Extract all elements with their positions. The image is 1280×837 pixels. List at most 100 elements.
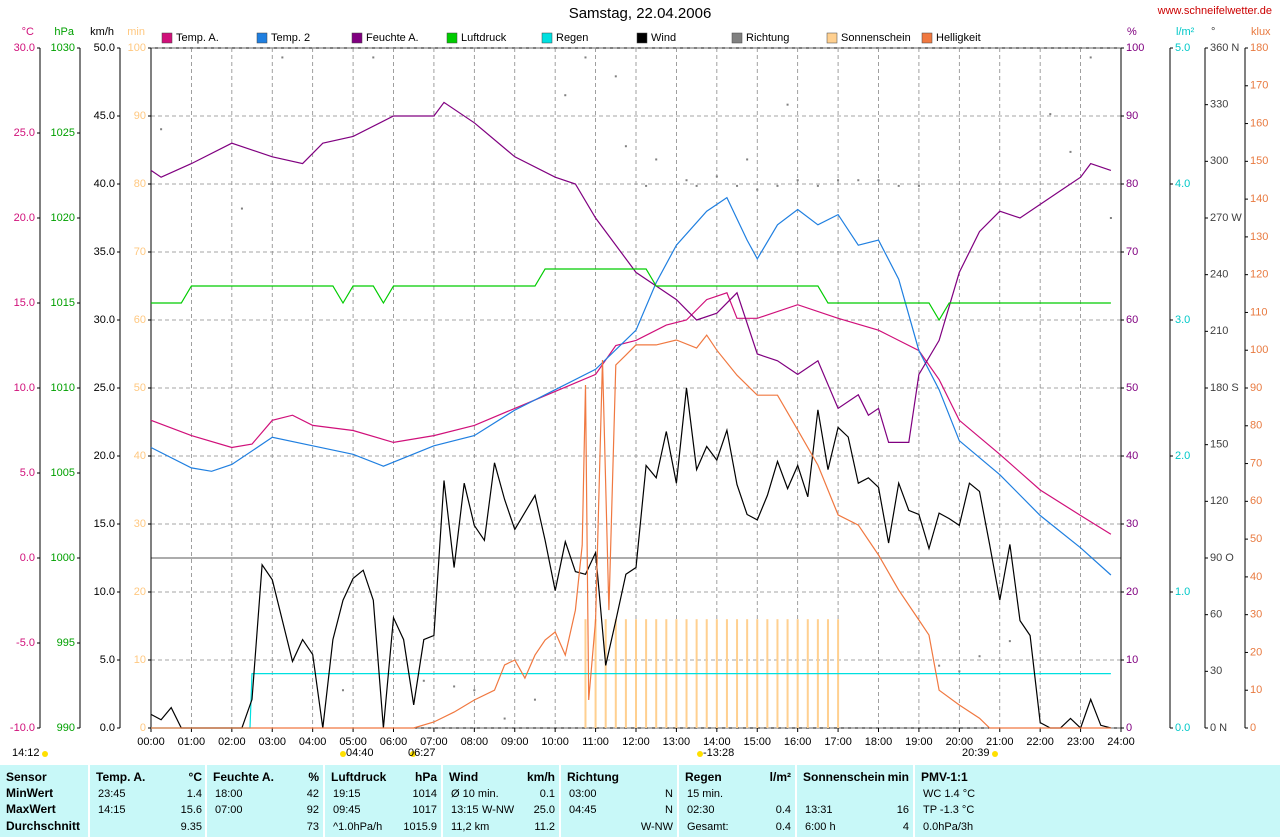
y-tick-label: 15.0: [94, 518, 115, 530]
direction-dot: [695, 184, 698, 187]
table-background: [0, 765, 1280, 837]
table-cell: 11,2 km: [451, 821, 489, 833]
y-tick-label: 50: [134, 382, 146, 394]
direction-dot: [503, 717, 506, 720]
table-header: Wind: [449, 770, 478, 784]
direction-dot: [341, 689, 344, 692]
y-tick-label: 1020: [51, 212, 75, 224]
legend-swatch: [731, 32, 743, 44]
y-tick-label: 10.0: [94, 586, 115, 598]
sun-marker: [697, 751, 703, 757]
axis-unit: l/m²: [1176, 26, 1195, 38]
y-tick-label: 40: [1250, 571, 1262, 583]
legend-label: Temp. 2: [271, 32, 310, 44]
direction-dot: [786, 103, 789, 106]
y-tick-label: 240: [1210, 269, 1228, 281]
y-tick-label: 35.0: [94, 246, 115, 258]
direction-dot: [1049, 113, 1052, 116]
x-tick-label: 09:00: [501, 736, 529, 748]
y-tick-label: 1025: [51, 127, 75, 139]
legend-label: Temp. A.: [176, 32, 219, 44]
y-tick-label: 0.0: [1175, 722, 1190, 734]
x-tick-label: 05:00: [339, 736, 367, 748]
table-cell: 6:00 h: [805, 821, 836, 833]
y-tick-label: 20: [1250, 646, 1262, 658]
direction-dot: [422, 679, 425, 682]
table-unit: km/h: [527, 770, 555, 784]
y-tick-label: 140: [1250, 193, 1268, 205]
y-tick-label: 90: [134, 110, 146, 122]
table-cell: 23:45: [98, 788, 126, 800]
y-tick-label: 170: [1250, 80, 1268, 92]
table-cell: 1014: [413, 788, 437, 800]
table-header: Regen: [685, 770, 722, 784]
legend-label: Helligkeit: [936, 32, 981, 44]
y-tick-label: 20: [1126, 586, 1138, 598]
table-unit: hPa: [415, 770, 437, 784]
table-header: Luftdruck: [331, 770, 387, 784]
axis-unit: klux: [1251, 26, 1271, 38]
legend-label: Feuchte A.: [366, 32, 419, 44]
direction-dot: [897, 184, 900, 187]
legend-swatch: [921, 32, 933, 44]
table-cell: 04:45: [569, 804, 597, 816]
table-cell: N: [665, 788, 673, 800]
direction-dot: [938, 664, 941, 667]
table-cell: 1015.9: [403, 821, 437, 833]
y-tick-label: -10.0: [10, 722, 35, 734]
x-tick-label: 13:00: [663, 736, 691, 748]
y-tick-label: 130: [1250, 231, 1268, 243]
x-tick-label: 20:00: [946, 736, 974, 748]
source: www.schneifelwetter.de: [1157, 5, 1272, 17]
table-cell: 1017: [413, 804, 437, 816]
direction-dot: [978, 655, 981, 658]
y-tick-label: 40: [134, 450, 146, 462]
direction-dot: [453, 685, 456, 688]
y-tick-label: 60: [1210, 609, 1222, 621]
table-cell: W-NW: [482, 804, 515, 816]
annotation: 04:40: [346, 747, 374, 759]
direction-dot: [816, 184, 819, 187]
y-tick-label: 2.0: [1175, 450, 1190, 462]
table-cell: Gesamt:: [687, 821, 729, 833]
sun-marker: [410, 751, 416, 757]
table-cell: Ø 10 min.: [451, 788, 499, 800]
y-tick-label: 360 N: [1210, 42, 1239, 54]
y-tick-label: 20.0: [14, 212, 35, 224]
direction-dot: [584, 56, 587, 59]
legend-label: Regen: [556, 32, 588, 44]
table-header: Temp. A.: [96, 770, 145, 784]
table-header: Sensor: [6, 770, 47, 784]
table-cell: 13:31: [805, 804, 833, 816]
direction-dot: [160, 128, 163, 131]
x-tick-label: 14:00: [703, 736, 731, 748]
y-tick-label: 60: [1250, 495, 1262, 507]
y-tick-label: 50.0: [94, 42, 115, 54]
direction-dot: [655, 158, 658, 161]
y-tick-label: 60: [134, 314, 146, 326]
x-tick-label: 15:00: [743, 736, 771, 748]
x-tick-label: 02:00: [218, 736, 246, 748]
y-tick-label: 30: [1126, 518, 1138, 530]
legend-label: Luftdruck: [461, 32, 507, 44]
y-tick-label: 3.0: [1175, 314, 1190, 326]
y-tick-label: 90 O: [1210, 552, 1234, 564]
table-row-label: MinWert: [6, 786, 53, 800]
direction-dot: [1008, 640, 1011, 643]
direction-dot: [473, 689, 476, 692]
direction-dot: [564, 94, 567, 97]
x-tick-label: 19:00: [905, 736, 933, 748]
sun-marker: [992, 751, 998, 757]
y-tick-label: 10.0: [14, 382, 35, 394]
legend-swatch: [351, 32, 363, 44]
y-tick-label: 40.0: [94, 178, 115, 190]
y-tick-label: 30: [134, 518, 146, 530]
direction-dot: [756, 188, 759, 191]
x-tick-label: 16:00: [784, 736, 812, 748]
y-tick-label: 25.0: [94, 382, 115, 394]
table-cell: 0.4: [776, 821, 791, 833]
y-tick-label: 0: [1126, 722, 1132, 734]
y-tick-label: 270 W: [1210, 212, 1242, 224]
sun-marker: [42, 751, 48, 757]
axis-unit: °C: [22, 26, 34, 38]
